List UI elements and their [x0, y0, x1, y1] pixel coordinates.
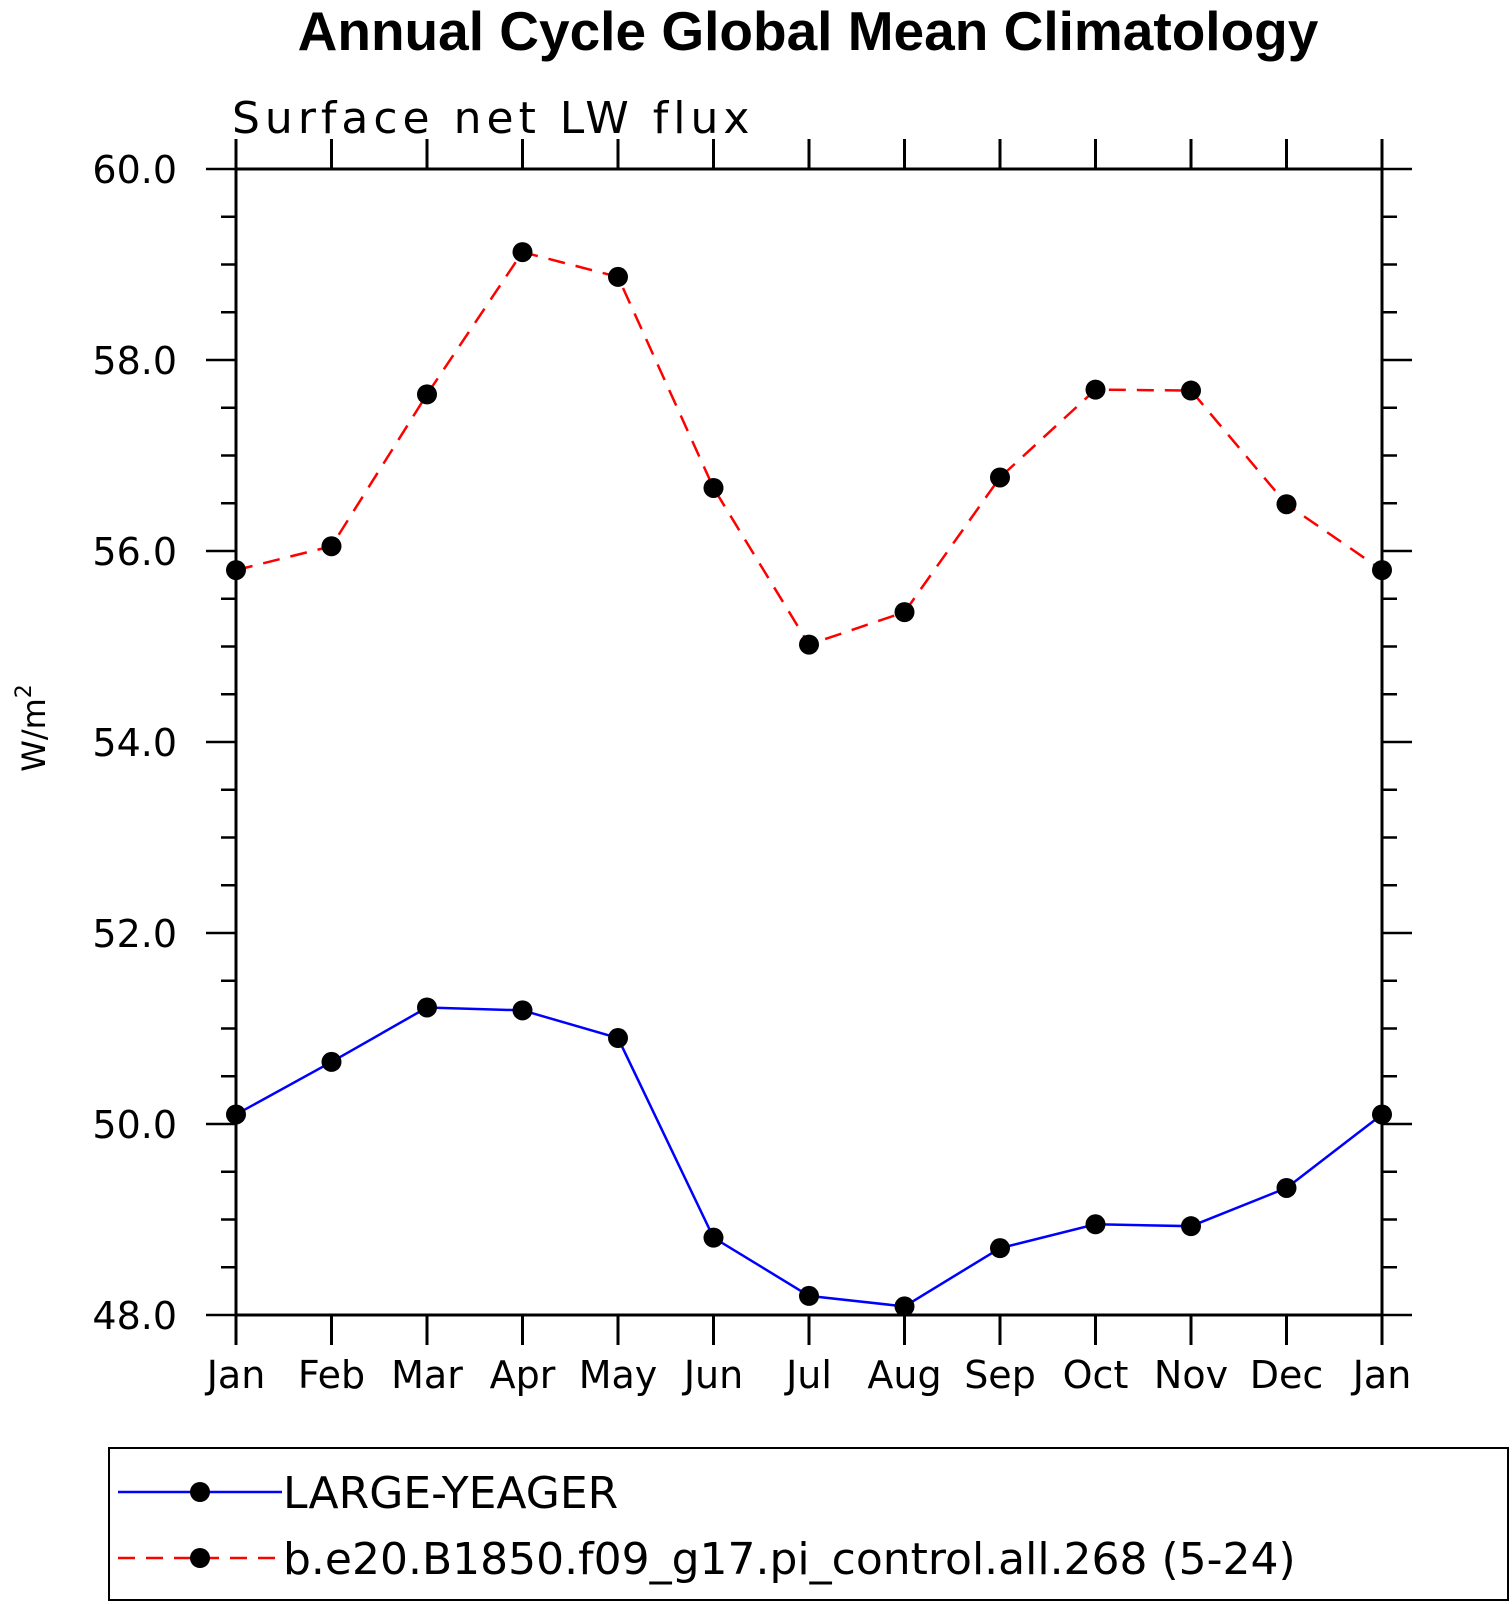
- data-point: [703, 477, 724, 498]
- y-tick-label: 52.0: [92, 912, 177, 956]
- data-point: [799, 634, 819, 655]
- y-tick-label: 58.0: [92, 339, 177, 383]
- series-line: [235, 250, 1383, 647]
- data-point: [1372, 1104, 1392, 1125]
- series-line: [235, 1006, 1383, 1308]
- series-1: [226, 997, 1392, 1317]
- y-tick-label: 50.0: [92, 1103, 177, 1147]
- y-axis-label-text: W/m: [15, 698, 53, 772]
- x-tick-label: Mar: [391, 1353, 463, 1397]
- data-point: [417, 997, 437, 1018]
- legend: LARGE-YEAGER b.e20.B1850.f09_g17.pi_contr…: [108, 1447, 1509, 1601]
- series-layer: [226, 242, 1392, 1317]
- data-point: [894, 602, 915, 623]
- plot-axes: Jan Feb Mar Apr May Jun Jul Aug Sep Oct Nov Dec Jan 4…: [92, 139, 1412, 1397]
- legend-marker-1: [190, 1482, 210, 1502]
- x-tick-label: Nov: [1154, 1353, 1228, 1397]
- legend-label-2: b.e20.B1850.f09_g17.pi_control.all.268 (…: [283, 1534, 1296, 1585]
- data-point: [321, 1051, 342, 1072]
- x-tick-label: Jan: [1351, 1353, 1412, 1397]
- x-tick-label: Jul: [784, 1353, 832, 1397]
- data-point: [990, 467, 1010, 488]
- y-axis-label: W/m2: [12, 684, 53, 772]
- x-tick-label: Jan: [205, 1353, 266, 1397]
- data-point: [799, 1285, 819, 1306]
- data-point: [1276, 494, 1297, 515]
- y-tick-label: 48.0: [92, 1294, 177, 1338]
- y-tick-label: 54.0: [92, 721, 177, 765]
- x-tick-label: Jun: [682, 1353, 743, 1397]
- x-tick-label: Aug: [867, 1353, 941, 1397]
- chart-subtitle: Surface net LW flux: [232, 93, 754, 144]
- x-tick-label: Feb: [298, 1353, 365, 1397]
- data-point: [608, 266, 628, 287]
- legend-marker-2: [190, 1548, 210, 1568]
- y-tick-label: 60.0: [92, 148, 177, 192]
- data-point: [1181, 380, 1201, 401]
- data-point: [512, 1000, 533, 1021]
- svg-text:W/m2: W/m2: [12, 684, 53, 772]
- x-tick-label: Sep: [964, 1353, 1036, 1397]
- data-point: [703, 1227, 724, 1248]
- y-axis-label-superscript: 2: [12, 684, 37, 698]
- x-tick-label: Dec: [1250, 1353, 1324, 1397]
- data-point: [1181, 1216, 1201, 1237]
- data-point: [608, 1028, 628, 1049]
- x-tick-label: Apr: [490, 1353, 556, 1397]
- x-tick-label: May: [579, 1353, 658, 1397]
- chart-title: Annual Cycle Global Mean Climatology: [298, 0, 1319, 62]
- legend-box: [108, 1447, 1509, 1601]
- plot-frame: [234, 167, 1384, 1317]
- data-point: [321, 536, 342, 557]
- data-point: [512, 242, 533, 263]
- data-point: [417, 384, 437, 405]
- data-point: [226, 1104, 246, 1125]
- data-point: [1276, 1177, 1297, 1198]
- data-point: [990, 1238, 1010, 1259]
- series-2: [226, 242, 1392, 655]
- data-point: [1085, 379, 1106, 400]
- x-tick-label: Oct: [1063, 1353, 1129, 1397]
- y-tick-label: 56.0: [92, 530, 177, 574]
- data-point: [226, 560, 246, 581]
- legend-label-1: LARGE-YEAGER: [283, 1468, 618, 1519]
- data-point: [1372, 560, 1392, 581]
- data-point: [894, 1296, 915, 1317]
- data-point: [1085, 1214, 1106, 1235]
